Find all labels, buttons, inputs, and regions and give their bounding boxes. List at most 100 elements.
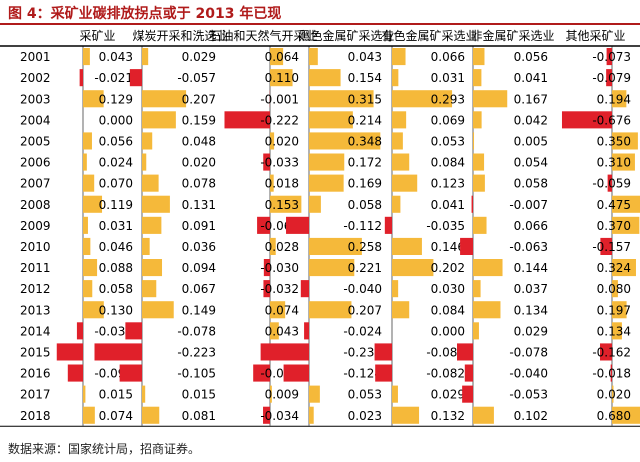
data-label: -0.007	[509, 198, 548, 212]
data-label: 0.070	[99, 177, 133, 191]
data-label: 0.078	[182, 177, 216, 191]
data-bar	[473, 322, 479, 340]
data-bar	[142, 237, 150, 255]
data-label: 0.119	[99, 198, 133, 212]
data-bar	[462, 385, 473, 403]
data-bar	[304, 322, 309, 340]
data-label: 0.074	[265, 303, 299, 317]
data-bar	[309, 301, 352, 319]
data-label: -0.223	[177, 345, 216, 359]
data-label: 0.020	[182, 156, 216, 170]
data-bar	[142, 259, 163, 277]
data-bar	[300, 280, 309, 298]
data-label: 0.315	[348, 92, 382, 106]
data-label: -0.078	[177, 324, 216, 338]
data-bar	[142, 301, 174, 319]
data-bar	[392, 280, 399, 298]
data-label: 0.015	[99, 388, 133, 402]
data-label: 0.048	[182, 134, 216, 148]
data-label: 0.000	[431, 324, 465, 338]
data-bar	[473, 153, 485, 171]
data-bar	[83, 174, 95, 192]
data-bar	[263, 406, 270, 424]
data-label: 0.094	[182, 261, 216, 275]
data-label: 0.169	[348, 177, 382, 191]
data-bar	[83, 301, 104, 319]
source-note: 数据来源：国家统计局，招商证券。	[8, 442, 201, 456]
data-label: -0.034	[260, 409, 299, 423]
data-bar	[392, 237, 422, 255]
data-bar	[260, 343, 309, 361]
data-bar	[384, 216, 392, 234]
data-label: 0.041	[514, 71, 548, 85]
data-bar	[600, 343, 612, 361]
data-bar	[612, 259, 636, 277]
data-label: -0.059	[592, 177, 631, 191]
data-bar	[142, 195, 170, 213]
data-bar	[83, 237, 91, 255]
row-label-year: 2018	[20, 409, 51, 423]
data-bar	[606, 48, 612, 66]
data-bar	[457, 343, 473, 361]
data-label: 0.058	[348, 198, 382, 212]
data-bar-table: 采矿业 煤炭开采和洗选业石油和天然气开采业黑色金属矿采选业有色金属矿采选业非金属矿…	[0, 28, 640, 427]
data-label: -0.085	[426, 345, 465, 359]
data-label: 0.194	[597, 92, 631, 106]
data-bar	[270, 132, 275, 150]
data-bar	[612, 216, 640, 234]
data-label: 0.069	[431, 113, 465, 127]
data-bar	[309, 69, 341, 87]
data-label: 0.159	[182, 113, 216, 127]
data-bar	[263, 153, 270, 171]
data-label: 0.370	[597, 219, 631, 233]
data-label: 0.207	[182, 92, 216, 106]
data-bar	[392, 385, 398, 403]
data-bar	[83, 132, 92, 150]
data-bar	[83, 195, 103, 213]
data-bar	[253, 364, 270, 382]
data-label: 0.080	[597, 282, 631, 296]
data-label: 0.020	[597, 388, 631, 402]
data-bar	[309, 111, 353, 129]
data-bar	[392, 132, 403, 150]
data-bar	[392, 259, 434, 277]
row-label-year: 2006	[20, 156, 51, 170]
data-bar	[473, 406, 494, 424]
data-bar	[464, 364, 473, 382]
data-label: 0.350	[597, 134, 631, 148]
data-label: 0.074	[99, 409, 133, 423]
data-label: 0.029	[514, 324, 548, 338]
data-bar	[142, 132, 153, 150]
data-bar	[270, 301, 286, 319]
data-bar	[392, 174, 418, 192]
data-label: 0.046	[99, 240, 133, 254]
data-bar	[83, 216, 88, 234]
data-bar	[270, 237, 276, 255]
data-label: 0.029	[431, 388, 465, 402]
data-bar	[142, 174, 159, 192]
row-label-year: 2011	[20, 261, 51, 275]
data-bar	[309, 259, 355, 277]
data-bar	[142, 406, 160, 424]
data-bar	[473, 280, 481, 298]
data-bar	[473, 216, 487, 234]
data-label: 0.154	[348, 71, 382, 85]
data-label: 0.029	[182, 50, 216, 64]
data-label: 0.058	[514, 177, 548, 191]
data-bar	[283, 364, 309, 382]
data-bar	[263, 280, 270, 298]
data-bar	[309, 174, 344, 192]
data-label: 0.020	[265, 134, 299, 148]
data-label: -0.018	[592, 367, 631, 381]
column-header: 采矿业	[79, 29, 115, 43]
data-label: 0.024	[99, 156, 133, 170]
data-label: 0.144	[514, 261, 548, 275]
data-bar	[79, 69, 83, 87]
data-bar	[392, 406, 420, 424]
data-bar	[270, 385, 272, 403]
data-label: 0.053	[348, 388, 382, 402]
data-bar	[142, 153, 147, 171]
data-bar	[119, 364, 142, 382]
data-label: 0.091	[182, 219, 216, 233]
data-label: 0.132	[431, 409, 465, 423]
